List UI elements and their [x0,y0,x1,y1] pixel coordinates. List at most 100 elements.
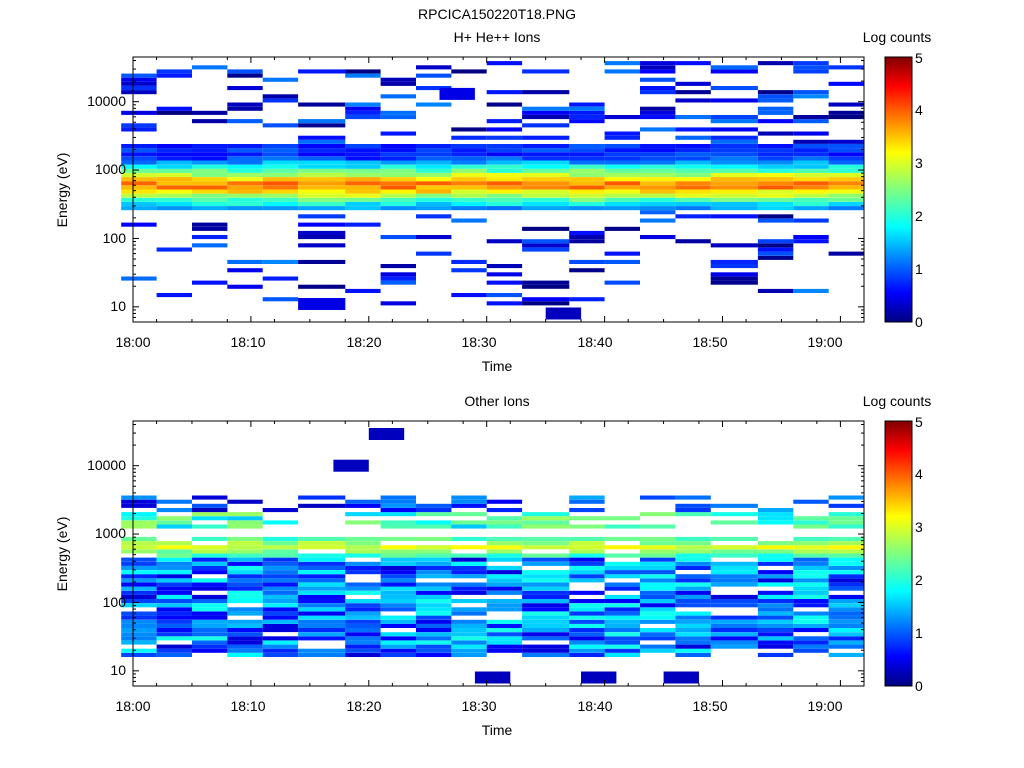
spectrogram-cell [298,164,346,169]
spectrogram-cell [486,185,523,190]
x-tick-label: 18:40 [577,334,612,350]
spectrogram-cell [121,189,157,194]
x-tick-label: 18:50 [692,334,727,350]
spectrogram-cell [522,615,570,620]
spectrogram-cell [298,185,346,190]
spectrogram-cell [675,590,711,595]
spectrogram-cell [227,545,263,550]
spectrogram-cell [451,640,487,645]
spectrogram-cell [345,499,381,504]
spectrogram-cell [522,144,570,149]
spectrogram-cell [262,508,299,513]
spectrogram-cell [298,545,346,550]
spectrogram-cell [156,189,192,194]
spectrogram-cell [569,156,605,161]
spectrogram-cell [156,106,192,111]
spectrogram-cell [227,201,263,206]
spectrogram-cell [569,499,605,504]
spectrogram-cell [121,152,157,157]
spectrogram-cell [298,557,346,562]
spectrogram-cell [227,590,263,595]
spectrogram-cell [121,503,157,508]
spectrogram-cell [416,168,452,173]
spectrogram-cell [569,628,605,633]
spectrogram-cell [156,110,192,115]
spectrogram-cell [828,164,864,169]
spectrogram-cell [451,652,487,657]
spectrogram-cell [345,536,381,541]
spectrogram-cell [380,189,416,194]
spectrogram-cell [640,570,676,575]
spectrogram-cell [828,251,864,256]
spectrogram-cell [710,86,758,91]
x-tick-label: 18:40 [577,698,612,714]
spectrogram-cell [156,628,192,633]
spectrogram-cell [416,177,452,182]
spectrogram-cell [710,115,758,120]
spectrogram-cell [828,541,864,546]
spectrogram-cell [451,619,487,624]
spectrogram-cells [121,61,864,320]
spectrogram-cell [416,172,452,177]
spectrogram-cell [416,185,452,190]
spectrogram-cell [710,553,758,558]
colorbar-tick-label: 2 [915,208,923,224]
spectrogram-cell [604,628,640,633]
spectrogram-cell [828,619,864,624]
spectrogram-cell [298,119,346,124]
spectrogram-cell [486,135,523,140]
spectrogram-cell [522,106,570,111]
spectrogram-cell [522,168,570,173]
spectrogram-cell [793,177,829,182]
spectrogram-cell [793,119,829,124]
spectrogram-cell [192,148,228,153]
spectrogram-cell [416,553,452,558]
spectrogram-cell [451,553,487,558]
spectrogram-cell [710,536,758,541]
spectrogram-cell [262,586,299,591]
spectrogram-cell [192,599,228,604]
spectrogram-cell [522,636,570,641]
spectrogram-cell [380,570,416,575]
spectrogram-cell [569,536,605,541]
spectrogram-cell [156,578,192,583]
spectrogram-cell [604,582,640,587]
spectrogram-cell [793,516,829,521]
spectrogram-cell [192,611,228,616]
spectrogram-cell [451,156,487,161]
spectrogram-cell [345,599,381,604]
spectrogram-cell [640,582,676,587]
spectrogram-cell [522,201,570,206]
spectrogram-cell [569,557,605,562]
spectrogram-cell [569,185,605,190]
spectrogram-cell [345,644,381,649]
spectrogram-cell [675,127,711,132]
spectrogram-cell [451,135,487,140]
spectrogram-cell [486,193,523,198]
spectrogram-cell [121,561,157,566]
spectrogram-cell [522,69,570,74]
spectrogram-cell [156,73,192,78]
spectrogram-cell [675,594,711,599]
spectrogram-cell [757,623,794,628]
spectrogram-cell [604,168,640,173]
spectrogram-cell [569,181,605,186]
spectrogram-cell [298,172,346,177]
spectrogram-cell [640,235,676,240]
spectrogram-cell [675,565,711,570]
spectrogram-cell [569,599,605,604]
spectrogram-cell [345,615,381,620]
spectrogram-cell [710,197,758,202]
spectrogram-cell [710,206,758,211]
spectrogram-cell [710,603,758,608]
spectrogram-cell [828,607,864,612]
spectrogram-cell [793,206,829,211]
spectrogram-cell [192,607,228,612]
spectrogram-cell [710,214,758,219]
spectrogram-cell [640,168,676,173]
spectrogram-cell [416,536,452,541]
spectrogram-cell [380,110,416,115]
spectrogram-cell [640,181,676,186]
spectrogram-cell [451,582,487,587]
spectrogram-cell [604,545,640,550]
